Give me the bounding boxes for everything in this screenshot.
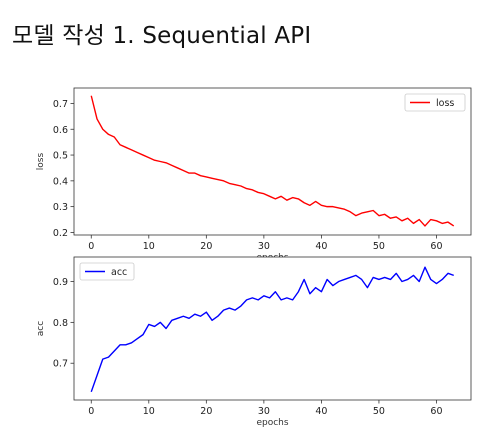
- x-tick-label: 10: [143, 406, 155, 417]
- y-tick-label: 0.9: [53, 277, 68, 288]
- y-tick-label: 0.2: [53, 228, 68, 239]
- legend-box: [404, 93, 466, 112]
- acc-series-line: [90, 266, 454, 393]
- y-tick-label: 0.7: [53, 359, 68, 370]
- y-tick-label: 0.5: [53, 151, 68, 162]
- y-tick-label: 0.6: [53, 125, 68, 136]
- x-tick-label: 40: [315, 406, 327, 417]
- y-tick-label: 0.3: [53, 202, 68, 213]
- y-tick-label: 0.4: [53, 176, 68, 187]
- x-tick-label: 60: [430, 241, 442, 252]
- acc-chart: 0 10 20 30 40 50 60 0.7 0.8 0.9 epochs acc acc: [36, 256, 472, 427]
- x-tick-label: 10: [143, 241, 155, 252]
- x-tick-label: 30: [258, 241, 270, 252]
- x-tick-label: 60: [430, 406, 442, 417]
- x-tick-label: 20: [200, 241, 212, 252]
- loss-chart: 01020304050600.20.30.40.50.60.7epochslos…: [36, 87, 472, 263]
- legend-box: [79, 262, 135, 281]
- y-axis-label: loss: [36, 152, 46, 170]
- y-tick-label: 0.7: [53, 99, 68, 110]
- loss-series-line: [90, 95, 455, 227]
- x-tick-label: 50: [373, 241, 385, 252]
- x-tick-label: 40: [315, 241, 327, 252]
- y-tick-label: 0.8: [53, 318, 68, 329]
- y-axis-label: acc: [36, 321, 46, 336]
- x-tick-label: 50: [373, 406, 385, 417]
- legend-label: loss: [436, 98, 454, 109]
- legend-label: acc: [111, 267, 127, 278]
- x-axis-label: epochs: [256, 418, 288, 427]
- x-tick-label: 0: [88, 406, 94, 417]
- plot-area: [73, 87, 472, 236]
- x-tick-label: 20: [200, 406, 212, 417]
- page-title: 모델 작성 1. Sequential API: [12, 23, 312, 49]
- x-tick-label: 0: [88, 241, 94, 252]
- x-tick-label: 30: [258, 406, 270, 417]
